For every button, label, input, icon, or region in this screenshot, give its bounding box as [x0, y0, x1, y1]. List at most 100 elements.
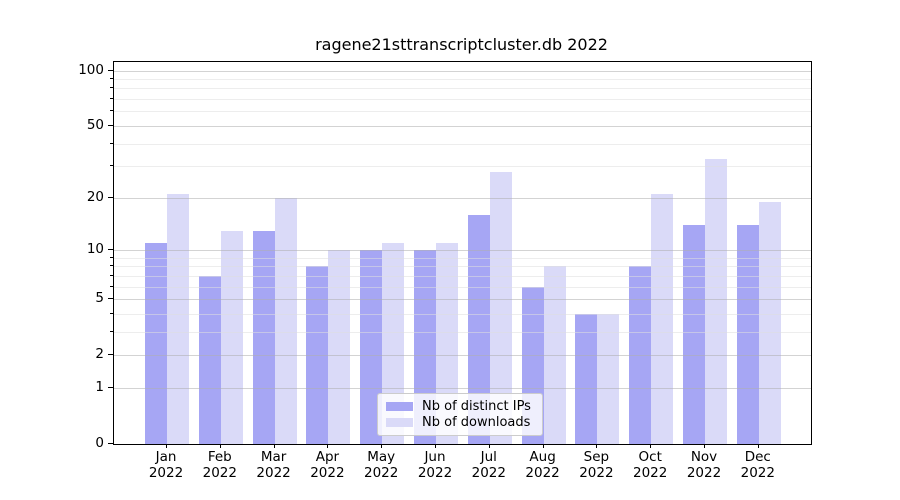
bar-distinct-ips-may [360, 250, 383, 444]
bar-distinct-ips-oct [629, 266, 652, 444]
x-tick-month: Jan [155, 449, 177, 465]
gridline-minor [114, 313, 811, 315]
gridline-major [114, 299, 811, 300]
plot-area [113, 61, 812, 445]
x-tick-label: Jul 2022 [459, 449, 519, 481]
x-tick-month: Feb [207, 449, 232, 465]
bar-downloads-mar [274, 197, 297, 444]
x-tick-month: May [367, 449, 396, 465]
y-axis-minor-tick [110, 256, 113, 258]
gridline-minor [114, 143, 811, 145]
legend: Nb of distinct IPs Nb of downloads [377, 393, 543, 436]
gridline-major [114, 250, 811, 251]
x-tick-year: 2022 [417, 464, 453, 481]
x-tick-year: 2022 [471, 464, 506, 481]
x-tick-year: 2022 [525, 464, 560, 481]
bar-distinct-ips-jul [467, 214, 490, 444]
x-axis-tick [327, 444, 329, 448]
x-axis-tick [650, 444, 652, 448]
x-tick-label: Jun 2022 [405, 449, 465, 481]
x-tick-year: 2022 [148, 464, 184, 481]
y-tick-label: 20 [86, 188, 104, 205]
x-tick-label: Feb 2022 [190, 449, 250, 481]
y-tick-label: 2 [95, 346, 104, 363]
legend-item: Nb of downloads [386, 415, 534, 430]
bar-distinct-ips-apr [306, 266, 329, 444]
legend-label: Nb of downloads [422, 415, 531, 431]
x-tick-label: Mar 2022 [244, 449, 304, 481]
x-axis-tick [757, 444, 759, 448]
y-axis-minor-tick [110, 274, 113, 276]
x-tick-month: Nov [690, 449, 718, 465]
y-axis-tick [108, 386, 113, 388]
y-tick-label: 0 [95, 435, 104, 451]
legend-swatch-downloads [386, 418, 413, 428]
y-tick-label: 50 [86, 116, 104, 133]
bar-distinct-ips-jan [145, 242, 167, 444]
bar-downloads-oct [651, 193, 674, 444]
gridline-minor [114, 275, 811, 277]
legend-item: Nb of distinct IPs [386, 399, 534, 414]
gridline-minor [114, 166, 811, 168]
bar-downloads-jan [167, 193, 189, 444]
gridline-minor [114, 266, 811, 268]
x-axis-tick [273, 444, 275, 448]
x-axis-tick [704, 444, 705, 448]
gridline-major [114, 197, 811, 199]
gridline-minor [114, 257, 811, 259]
chart-title: ragene21sttranscriptcluster.db 2022 [315, 35, 608, 54]
y-axis-minor-tick [110, 87, 113, 89]
y-axis-tick [108, 249, 113, 250]
bar-distinct-ips-mar [252, 230, 275, 444]
y-axis-minor-tick [110, 330, 113, 332]
gridline-minor [114, 88, 811, 90]
bar-distinct-ips-sep [575, 313, 598, 444]
x-tick-month: Apr [315, 449, 340, 465]
x-tick-year: 2022 [633, 464, 668, 481]
x-tick-month: Jul [480, 449, 497, 465]
x-tick-year: 2022 [686, 464, 722, 481]
bar-distinct-ips-feb [198, 275, 221, 444]
x-tick-label: Apr 2022 [297, 449, 357, 481]
x-tick-label: Oct 2022 [620, 449, 680, 481]
x-tick-label: May 2022 [351, 449, 411, 481]
gridline-minor [114, 331, 811, 333]
y-axis-tick [108, 124, 113, 126]
x-tick-year: 2022 [310, 464, 345, 481]
bar-distinct-ips-nov [683, 224, 705, 444]
x-tick-month: Oct [638, 449, 662, 465]
x-axis-tick [219, 444, 221, 448]
gridline-minor [114, 286, 811, 288]
y-axis-tick [108, 196, 113, 198]
y-axis-minor-tick [110, 285, 113, 287]
bar-downloads-jul [489, 171, 512, 444]
bar-downloads-sep [597, 313, 620, 444]
x-axis-tick [488, 444, 490, 448]
x-axis-tick [542, 444, 544, 448]
gridline-minor [114, 79, 811, 80]
x-tick-label: Nov 2022 [674, 449, 734, 481]
bar-downloads-nov [705, 158, 727, 444]
x-tick-month: Mar [260, 449, 287, 465]
y-tick-label: 100 [78, 61, 104, 78]
gridline-major [114, 70, 811, 72]
y-axis-minor-tick [110, 110, 113, 112]
x-tick-month: Sep [583, 449, 610, 465]
bar-downloads-aug [543, 266, 566, 444]
x-tick-year: 2022 [202, 464, 237, 481]
x-tick-label: Aug 2022 [513, 449, 573, 481]
bar-distinct-ips-dec [736, 224, 759, 444]
y-axis-tick [108, 298, 113, 299]
x-tick-year: 2022 [579, 464, 614, 481]
x-tick-year: 2022 [364, 464, 399, 481]
legend-label: Nb of distinct IPs [422, 398, 531, 414]
x-axis-tick [381, 444, 383, 448]
gridline-minor [114, 99, 811, 101]
y-axis-minor-tick [110, 165, 113, 167]
y-axis-minor-tick [110, 98, 113, 100]
gridline-major [114, 355, 811, 357]
x-tick-month: Aug [529, 449, 556, 465]
x-tick-month: Dec [744, 449, 771, 465]
y-axis-tick [108, 354, 113, 356]
x-tick-label: Sep 2022 [566, 449, 626, 481]
